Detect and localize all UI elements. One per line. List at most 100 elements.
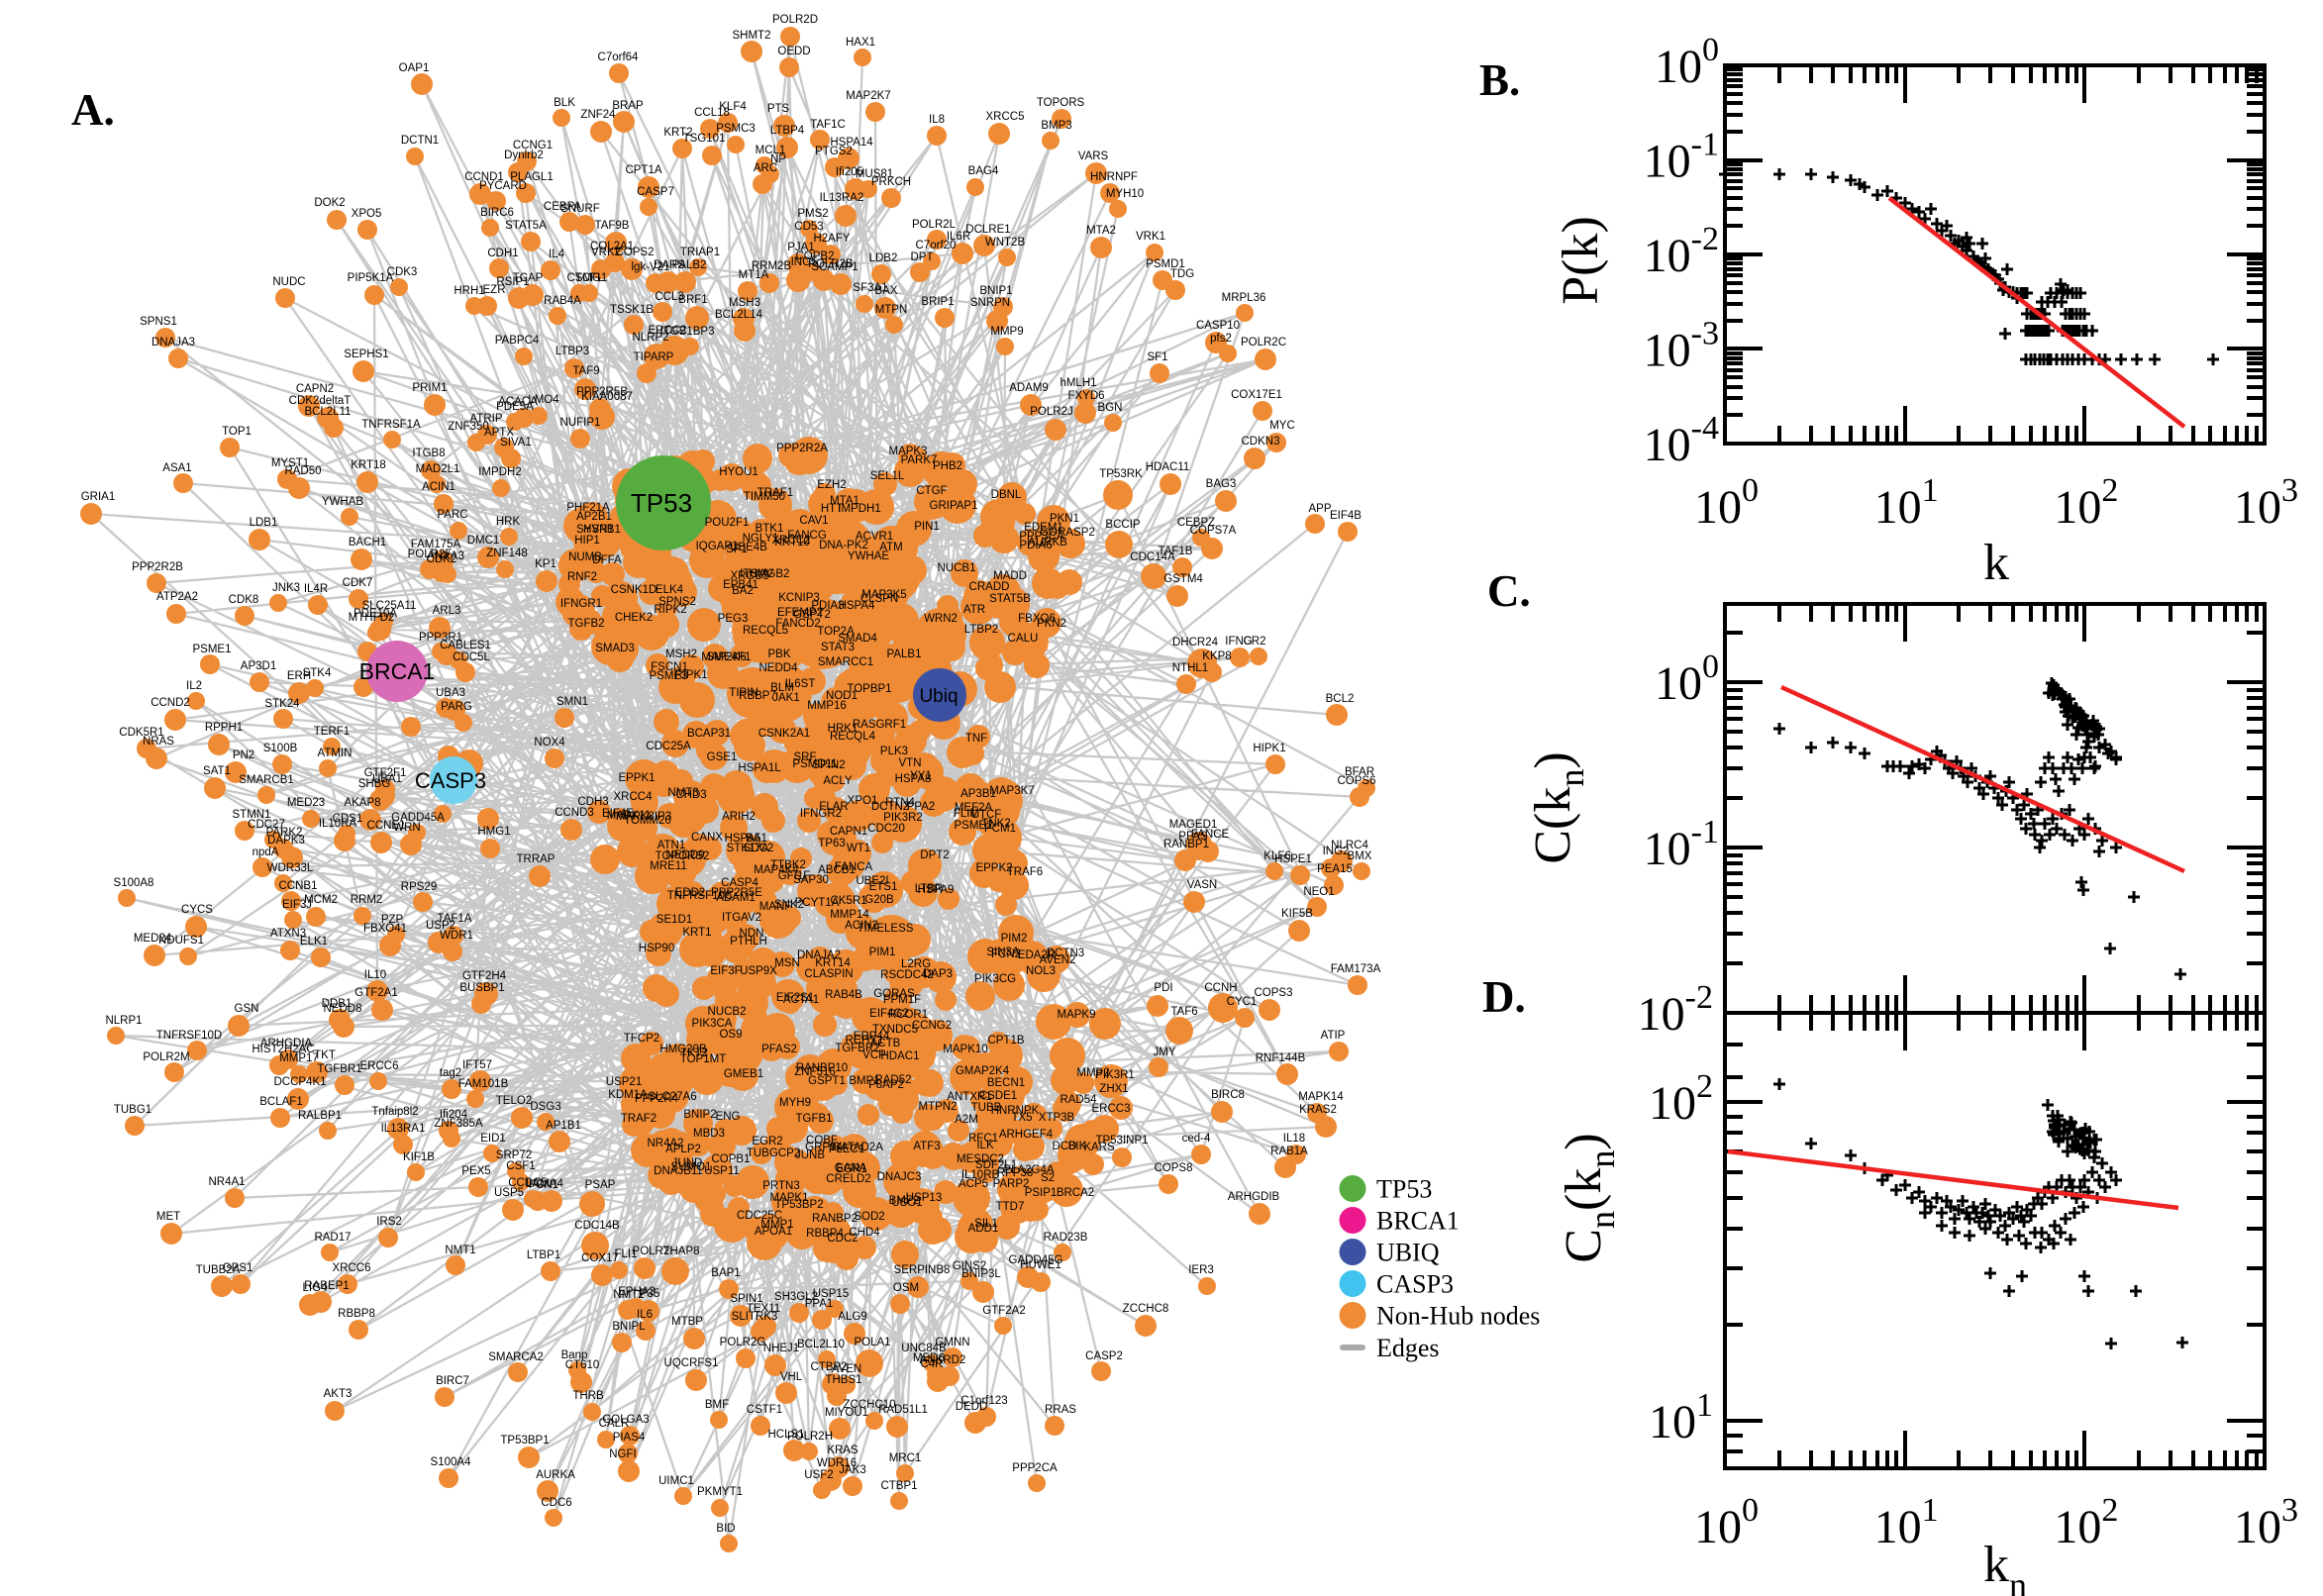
svg-text:PSMD1: PSMD1 [1146,258,1185,270]
svg-text:APLP2: APLP2 [665,1144,701,1155]
svg-text:CANX: CANX [691,832,723,844]
svg-text:GMAP2K4: GMAP2K4 [956,1065,1010,1077]
svg-text:AP1B1: AP1B1 [546,1120,581,1132]
svg-text:CYCS: CYCS [181,904,213,916]
svg-text:THRB: THRB [572,1390,604,1402]
svg-text:TOPORS2: TOPORS2 [656,850,710,862]
svg-text:SMARCC1: SMARCC1 [818,656,873,668]
svg-text:RRAS: RRAS [1045,1404,1076,1416]
svg-text:COPB2: COPB2 [796,250,835,262]
svg-text:MADD: MADD [993,570,1027,582]
svg-text:BUSBP1: BUSBP1 [459,982,504,994]
svg-text:CDC2: CDC2 [827,1233,858,1245]
svg-text:IFNG: IFNG [1225,636,1253,648]
svg-text:SDC2: SDC2 [744,843,774,854]
svg-text:POLR2H: POLR2H [787,1431,833,1443]
svg-text:ZNF24: ZNF24 [580,109,616,121]
svg-text:Non-Hub nodes: Non-Hub nodes [1376,1302,1540,1331]
svg-text:PIN1: PIN1 [914,521,940,533]
svg-text:OAP1: OAP1 [399,62,430,74]
svg-text:ACACA: ACACA [498,396,538,408]
svg-text:PPP3CA: PPP3CA [1019,531,1064,543]
svg-text:SF3A1: SF3A1 [853,282,887,294]
svg-text:CDC25C: CDC25C [737,1210,782,1222]
svg-text:KIAA0087: KIAA0087 [581,391,633,403]
svg-text:MAP4K4: MAP4K4 [754,864,799,876]
svg-text:VHL: VHL [780,1371,803,1383]
svg-text:BNIPL: BNIPL [612,1321,646,1333]
svg-text:STMN1: STMN1 [233,809,271,821]
svg-text:DHCR24: DHCR24 [1172,637,1219,648]
svg-text:GRP94: GRP94 [805,1142,843,1153]
svg-text:Tnfaip8l2: Tnfaip8l2 [371,1106,418,1118]
svg-text:SNURF: SNURF [560,203,600,215]
svg-text:CALR: CALR [599,1418,630,1430]
svg-text:KRT1: KRT1 [682,927,711,939]
svg-text:KP1: KP1 [535,558,556,570]
svg-text:GSPT1: GSPT1 [808,1075,846,1087]
svg-text:PPP2R5E: PPP2R5E [711,887,762,899]
svg-text:RTN4: RTN4 [885,797,915,809]
svg-text:10-4: 10-4 [1644,410,1719,471]
svg-text:BIK: BIK [1068,1141,1087,1152]
svg-text:ADAM9: ADAM9 [1009,382,1049,394]
svg-text:PTHLH: PTHLH [730,936,767,948]
svg-text:GPS1: GPS1 [223,1262,253,1274]
svg-text:ARHGEF4: ARHGEF4 [999,1129,1054,1141]
svg-text:MEF2A: MEF2A [955,802,993,814]
svg-text:COL2A1: COL2A1 [590,241,634,252]
svg-text:LMO4: LMO4 [528,394,559,406]
svg-text:MRC1: MRC1 [889,1452,922,1464]
svg-text:NMT3: NMT3 [667,787,698,799]
svg-text:SH3GL2: SH3GL2 [774,1291,818,1303]
svg-text:IL6ST: IL6ST [785,678,816,690]
svg-text:DCTN3: DCTN3 [1047,948,1084,959]
svg-text:k: k [1983,535,2009,591]
svg-text:GTF2A1: GTF2A1 [354,987,397,999]
svg-text:PPA1: PPA1 [805,1298,834,1310]
svg-text:HMG20B: HMG20B [659,1044,707,1055]
svg-text:KDM1A: KDM1A [608,1089,648,1101]
svg-text:DAP3: DAP3 [923,968,953,980]
svg-text:Ifi204: Ifi204 [440,1109,468,1121]
svg-text:CAPN2: CAPN2 [296,383,334,395]
svg-text:BCL2: BCL2 [1326,693,1355,705]
svg-text:PLA2G4A: PLA2G4A [1003,1164,1054,1176]
svg-text:TP53BP1: TP53BP1 [500,1435,549,1446]
svg-text:VCP: VCP [862,1049,886,1061]
svg-text:SEL1L: SEL1L [870,470,905,482]
svg-text:COPS2: COPS2 [616,247,655,258]
svg-text:PPA2: PPA2 [907,801,936,813]
svg-text:BCL2L14: BCL2L14 [715,309,763,321]
svg-text:NMT2: NMT2 [613,1289,644,1301]
svg-text:NRAS: NRAS [143,736,174,748]
svg-text:H2AFY: H2AFY [813,233,850,245]
svg-text:GORAS: GORAS [873,988,915,1000]
svg-text:TAF9B: TAF9B [595,220,630,232]
svg-text:Edges: Edges [1376,1334,1440,1362]
svg-text:RAB4A: RAB4A [544,295,581,307]
svg-text:L2RG: L2RG [901,958,931,970]
svg-text:S100B: S100B [263,743,298,754]
svg-text:PFAS2: PFAS2 [761,1044,797,1055]
svg-text:DFFA: DFFA [592,554,622,566]
svg-text:PDI: PDI [1154,982,1172,994]
svg-text:TIPIN: TIPIN [729,687,758,699]
svg-text:HSPA4: HSPA4 [839,600,875,612]
svg-text:BAX: BAX [874,285,897,297]
svg-text:CCND1: CCND1 [464,171,504,183]
svg-text:ACVR1: ACVR1 [856,531,893,543]
svg-text:PJA1: PJA1 [787,242,815,253]
svg-text:A.: A. [71,85,115,135]
svg-text:MT1A: MT1A [739,269,769,281]
svg-text:PN2: PN2 [233,749,254,761]
svg-text:BIRC6: BIRC6 [480,207,514,219]
svg-text:HDAC11: HDAC11 [1146,461,1190,473]
svg-text:XRCC6: XRCC6 [333,1262,371,1274]
svg-text:CDK8: CDK8 [229,594,259,606]
svg-text:FLI1: FLI1 [614,1248,637,1260]
svg-text:GTF2F1: GTF2F1 [364,767,407,779]
svg-text:PIK3R1: PIK3R1 [1095,1069,1135,1081]
svg-text:PIM1: PIM1 [869,947,896,958]
svg-text:AURKB: AURKB [1028,537,1067,549]
